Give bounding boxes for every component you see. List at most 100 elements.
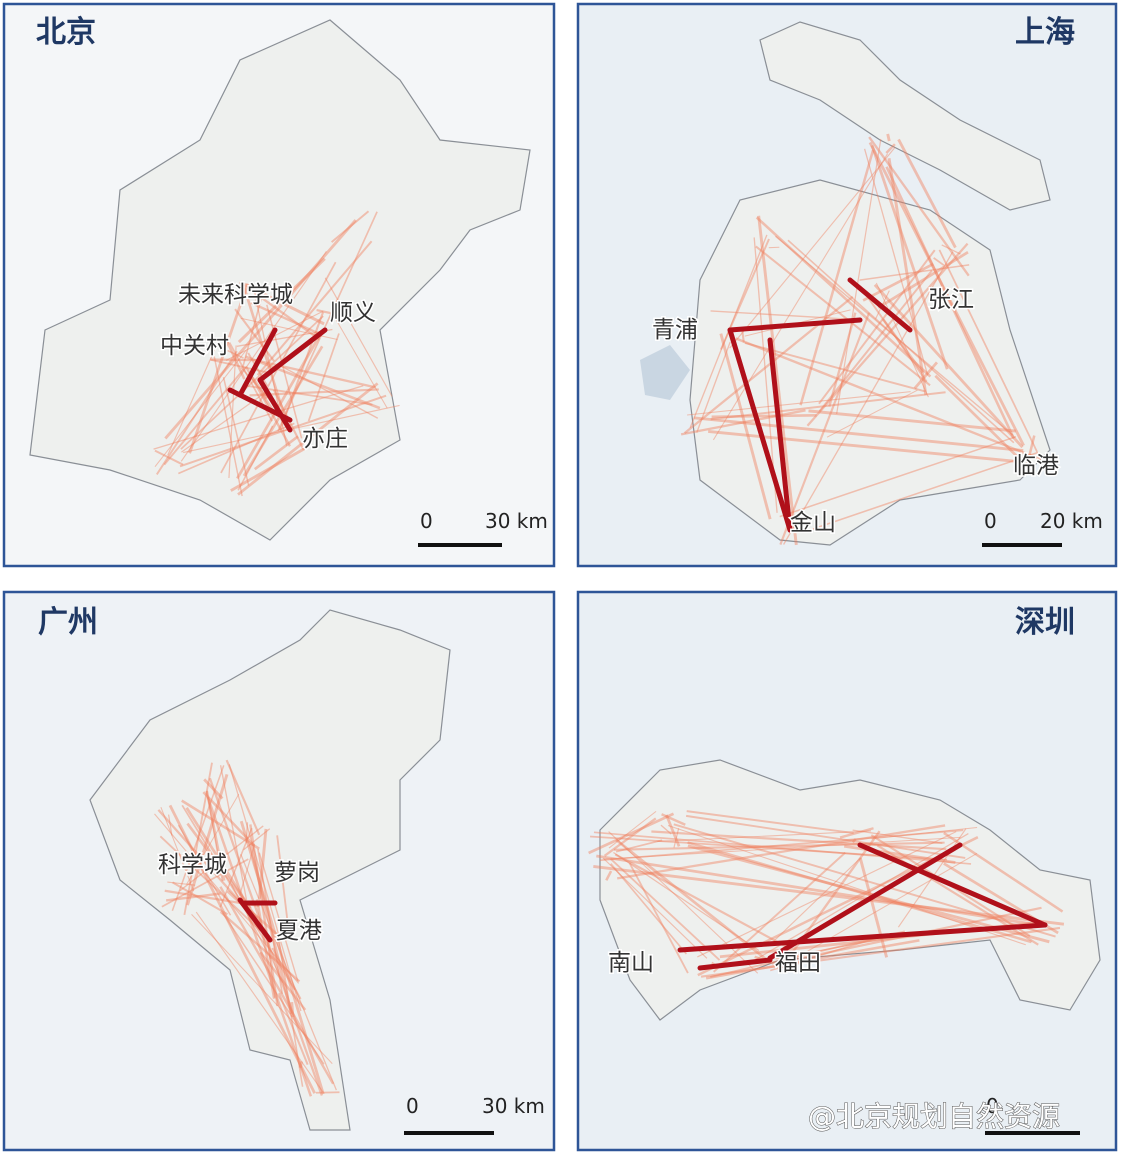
flow-line (799, 149, 875, 406)
flow-line (773, 857, 862, 942)
flow-line (167, 881, 196, 886)
flow-line (818, 249, 936, 405)
flow-line (687, 844, 1050, 944)
flow-line (186, 822, 252, 910)
flow-line (775, 235, 1014, 436)
flow-line (277, 937, 304, 1087)
major-flow (697, 957, 773, 971)
flow-line (234, 308, 275, 362)
flow-line (330, 210, 370, 243)
flow-line (269, 954, 283, 983)
flow-line (266, 304, 303, 439)
flow-line (685, 814, 966, 859)
flow-line (696, 341, 731, 433)
flow-line (708, 430, 1015, 463)
flow-line (168, 814, 173, 836)
flow-line (851, 838, 857, 844)
major-flow (727, 327, 793, 533)
flow-line (596, 854, 1036, 926)
flow-line (225, 759, 261, 836)
major-flow (257, 327, 328, 383)
flow-line (206, 791, 224, 882)
place-label: 南山 (608, 950, 654, 976)
flow-line (277, 211, 378, 432)
flow-line (222, 377, 250, 486)
flow-line (242, 345, 324, 477)
flow-line (164, 219, 357, 440)
flow-line (271, 947, 302, 1000)
flow-line (298, 1061, 303, 1069)
flow-line (230, 884, 272, 960)
flow-line (660, 824, 672, 835)
place-label: 中关村 (160, 333, 229, 359)
place-label: 科学城 (158, 852, 227, 878)
flow-line (278, 992, 309, 1065)
flow-line (665, 814, 681, 847)
flow-line (836, 138, 882, 415)
flow-line (278, 364, 379, 419)
flow-line (181, 804, 296, 991)
flows (153, 133, 1065, 1097)
place-label: 福田 (775, 950, 821, 976)
flow-line (686, 810, 854, 835)
flow-line (613, 841, 945, 851)
scale-length: 30 km (485, 509, 548, 533)
flow-line (154, 350, 247, 468)
flow-line (887, 158, 928, 396)
flow-line (219, 827, 253, 908)
flow-line (213, 356, 243, 497)
flow-line (241, 283, 267, 368)
flow-line (806, 242, 969, 427)
flow-line (253, 435, 299, 471)
flow-line (279, 311, 324, 431)
flow-line (239, 844, 256, 896)
flow-line (757, 215, 798, 546)
flow-line (163, 366, 247, 466)
major-flow (857, 842, 1048, 928)
flow-line (251, 376, 268, 400)
flow-line (712, 153, 888, 441)
flow-line (239, 820, 325, 1095)
flow-line (712, 851, 846, 973)
flow-line (210, 358, 270, 374)
flow-line (593, 865, 1065, 926)
flow-line (165, 892, 221, 902)
flow-line (871, 826, 978, 840)
flow-line (615, 839, 663, 853)
flow-line (700, 926, 1061, 978)
flow-line (236, 328, 333, 347)
scale-length: 20 km (1040, 509, 1103, 533)
flow-line (673, 823, 1056, 938)
flow-line (599, 829, 964, 862)
flow-line (245, 822, 249, 843)
flow-line (933, 257, 945, 266)
flow-line (875, 282, 929, 398)
flow-line (858, 857, 889, 958)
flow-line (153, 385, 364, 450)
flow-line (160, 807, 195, 892)
flow-line (934, 374, 1021, 460)
flow-line (185, 807, 263, 927)
flow-line (608, 831, 759, 974)
flow-line (897, 138, 957, 249)
flow-line (868, 141, 1025, 447)
flow-line (203, 778, 224, 800)
major-flow (237, 897, 273, 943)
place-label: 萝岗 (274, 860, 320, 886)
flow-line (667, 824, 1026, 946)
flow-line (602, 857, 708, 959)
flow-line (779, 312, 871, 545)
flow-line (603, 817, 657, 857)
flow-line (205, 790, 226, 881)
flow-line (256, 240, 373, 376)
flow-line (257, 828, 268, 899)
flow-line (195, 911, 324, 1093)
flow-line (673, 828, 680, 848)
flow-line (259, 951, 307, 1011)
flow-line (710, 391, 946, 421)
flow-line (315, 1091, 340, 1094)
flow-line (239, 280, 325, 326)
flow-line (886, 133, 891, 142)
flow-line (219, 886, 335, 1085)
place-label: 临港 (1013, 453, 1059, 479)
